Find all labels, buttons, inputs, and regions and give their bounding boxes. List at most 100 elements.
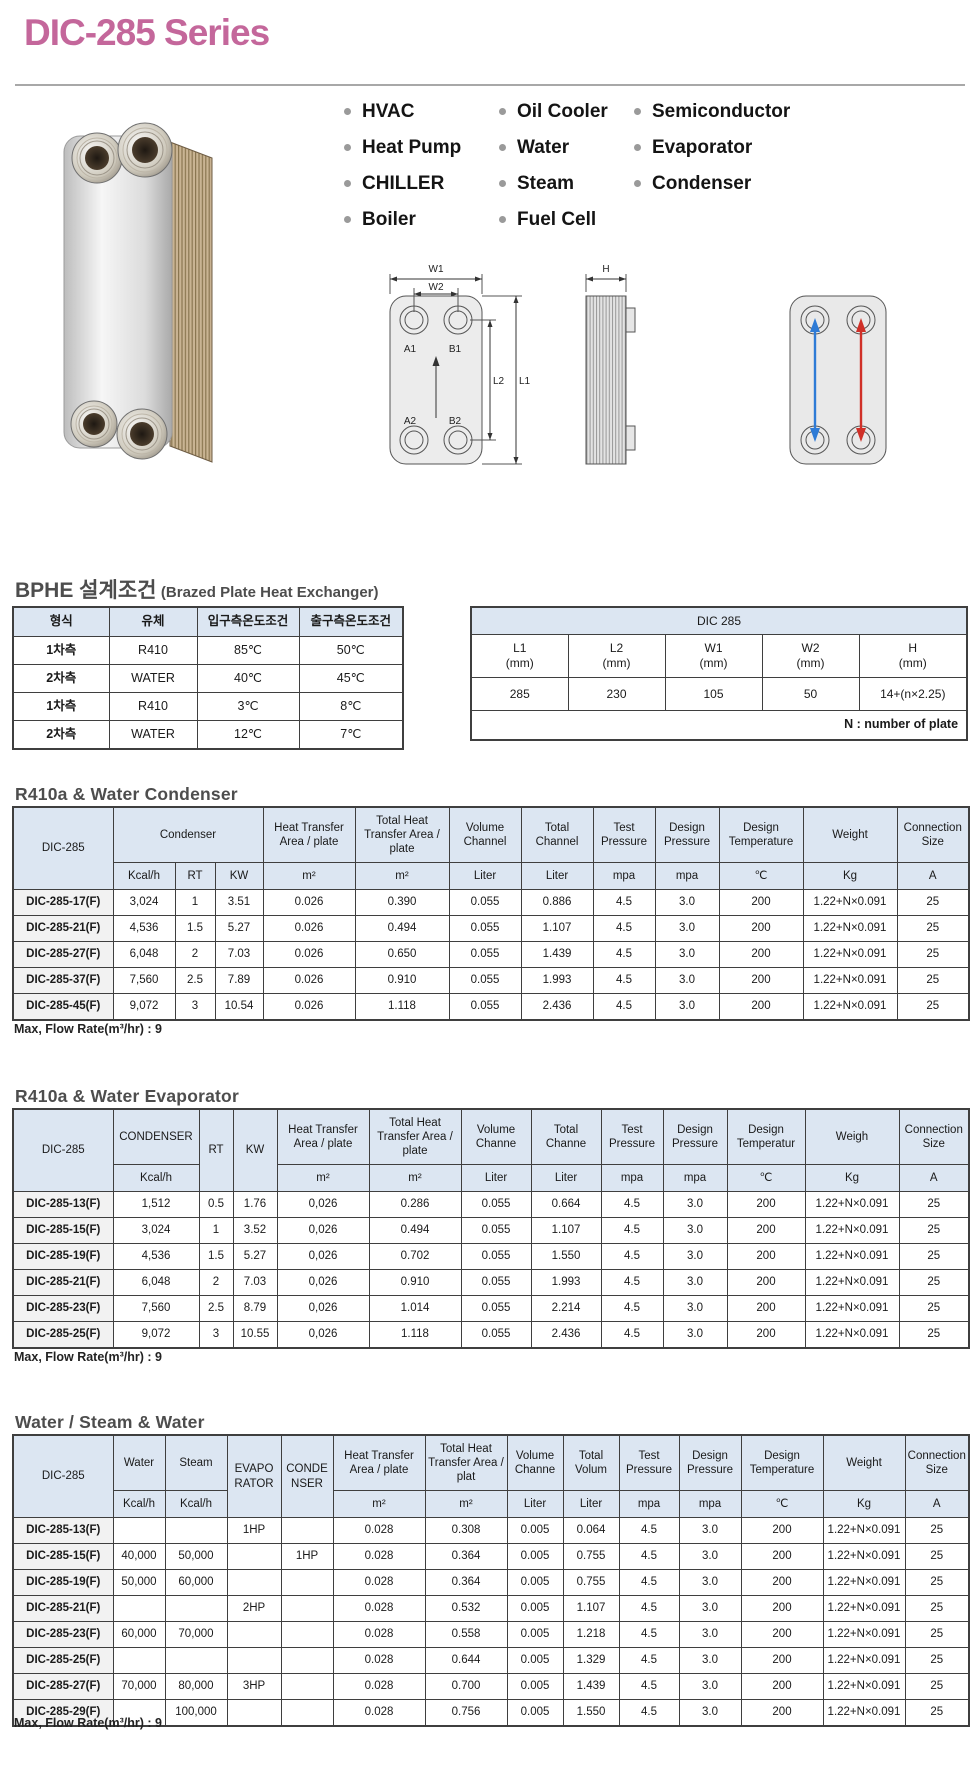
data-cell: 25: [896, 915, 970, 942]
table-row: DIC-285-29(F) 100,000 0.028 0.756 0.005 1.550…: [12, 1699, 970, 1727]
bullet-icon: [634, 144, 641, 151]
header-cell: KW: [214, 862, 264, 890]
table-row: DIC-285-17(F) 3,024 1 3.51 0.026 0.390 0.055 0.…: [12, 889, 970, 916]
data-cell: 85℃: [196, 636, 300, 665]
header-cell: Total Channel: [520, 806, 594, 863]
data-cell: 1.107: [530, 1217, 602, 1244]
data-cell: 3.0: [662, 1321, 728, 1349]
application-label: Evaporator: [652, 136, 753, 158]
data-cell: 4.5: [592, 993, 656, 1021]
data-cell: 0.664: [530, 1191, 602, 1218]
row-header-cell: DIC-285-27(F): [12, 941, 114, 968]
header-cell: Heat Transfer Area / plate: [276, 1108, 370, 1165]
header-cell: Liter: [448, 862, 522, 890]
condenser-spec-table: DIC-285 Condenser Heat Transfer Area / pla…: [12, 806, 970, 1021]
water-steam-spec-table: DIC-285 Water Steam EVAPO RATOR CONDE NSER He…: [12, 1434, 970, 1727]
data-cell: 10.55: [232, 1321, 278, 1349]
data-cell: 14+(n×2.25): [858, 677, 968, 711]
data-cell: 3.0: [678, 1595, 742, 1622]
data-cell: 1.107: [520, 915, 594, 942]
page-title: DIC-285 Series: [24, 12, 270, 53]
dim-label-l1: L1: [519, 376, 531, 387]
header-row: 형식 유체 입구측온도조건 출구측온도조건: [12, 606, 404, 637]
header-cell: H (mm): [858, 634, 968, 678]
data-cell: 3.0: [678, 1673, 742, 1700]
dimensions-table: DIC 285 L1 (mm) L2 (mm) W1 (mm) W2 (mm) H (mm) 285 2…: [470, 606, 969, 741]
header-cell: Kcal/h: [112, 1164, 200, 1192]
data-cell: 0.055: [448, 941, 522, 968]
evaporator-max-flow-note: Max, Flow Rate(m³/hr) : 9: [14, 1350, 162, 1364]
data-cell: 25: [904, 1699, 970, 1727]
port-bottom-left: [70, 400, 118, 448]
data-cell: 1.218: [562, 1621, 620, 1648]
row-header-cell: DIC-285-21(F): [12, 915, 114, 942]
header-cell: m²: [332, 1490, 426, 1518]
header-cell: Liter: [460, 1164, 532, 1192]
data-cell: 0.005: [506, 1621, 564, 1648]
row-header-cell: DIC-285-13(F): [12, 1517, 114, 1544]
data-cell: 200: [740, 1621, 824, 1648]
table-row: DIC-285-13(F) 1HP 0.028 0.308 0.005 0.064 4.5 3…: [12, 1517, 970, 1544]
data-cell: 4.5: [600, 1217, 664, 1244]
applications-column-3: Semiconductor Evaporator Condenser: [634, 100, 809, 244]
bullet-icon: [634, 180, 641, 187]
data-cell: 25: [898, 1217, 970, 1244]
data-cell: 200: [740, 1569, 824, 1596]
data-cell: 1.439: [562, 1673, 620, 1700]
data-cell: 1.22+N×0.091: [802, 941, 898, 968]
header-cell: A: [898, 1164, 970, 1192]
data-cell: 4.5: [600, 1269, 664, 1296]
data-cell: [280, 1647, 334, 1674]
data-cell: [112, 1647, 166, 1674]
header-cell: DIC-285: [12, 806, 114, 890]
data-cell: R410: [108, 692, 198, 721]
data-cell: 1.22+N×0.091: [822, 1699, 906, 1727]
data-cell: 0.026: [262, 941, 356, 968]
application-label: Boiler: [362, 208, 416, 230]
data-cell: 3℃: [196, 692, 300, 721]
data-cell: 0.755: [562, 1543, 620, 1570]
data-cell: 0.532: [424, 1595, 508, 1622]
bphe-section-title: BPHE 설계조건 (Brazed Plate Heat Exchanger): [15, 574, 379, 604]
data-cell: 1.329: [562, 1647, 620, 1674]
data-cell: 200: [740, 1543, 824, 1570]
table-row: DIC-285-13(F) 1,512 0.5 1.76 0,026 0.286 0.055…: [12, 1191, 970, 1218]
application-label: Semiconductor: [652, 100, 791, 122]
header-cell: CONDE NSER: [280, 1434, 334, 1518]
row-header-cell: DIC-285-45(F): [12, 993, 114, 1021]
application-label: Heat Pump: [362, 136, 462, 158]
header-cell: KW: [232, 1108, 278, 1192]
data-cell: 40,000: [112, 1543, 166, 1570]
table-row: DIC-285-25(F) 9,072 3 10.55 0,026 1.118 0.055 2…: [12, 1321, 970, 1349]
data-cell: 3.0: [678, 1699, 742, 1727]
header-cell: Total Heat Transfer Area / plate: [368, 1108, 462, 1165]
data-cell: 1.5: [198, 1243, 234, 1270]
data-cell: 4.5: [600, 1321, 664, 1349]
data-cell: 0,026: [276, 1191, 370, 1218]
row-header-cell: DIC-285-19(F): [12, 1243, 114, 1270]
header-cell: m²: [368, 1164, 462, 1192]
bullet-icon: [344, 108, 351, 115]
data-cell: 0.005: [506, 1673, 564, 1700]
port-label-b2: B2: [449, 416, 462, 427]
header-cell: Heat Transfer Area / plate: [332, 1434, 426, 1491]
data-cell: 0.308: [424, 1517, 508, 1544]
header-cell: CONDENSER: [112, 1108, 200, 1165]
header-cell: Design Temperature: [740, 1434, 824, 1491]
data-cell: 3.0: [654, 889, 720, 916]
evaporator-spec-table: DIC-285 CONDENSER RT KW Heat Transfer Area /…: [12, 1108, 970, 1349]
data-cell: 200: [718, 993, 804, 1021]
application-item: Condenser: [634, 172, 809, 195]
cold-flow-arrow: [810, 318, 820, 442]
bullet-icon: [344, 180, 351, 187]
data-cell: 4.5: [592, 941, 656, 968]
data-cell: 3.51: [214, 889, 264, 916]
data-cell: [226, 1569, 282, 1596]
header-cell: ℃: [718, 862, 804, 890]
data-cell: 3: [198, 1321, 234, 1349]
data-cell: 1.118: [368, 1321, 462, 1349]
data-cell: 2.436: [520, 993, 594, 1021]
data-cell: 1.22+N×0.091: [802, 915, 898, 942]
data-cell: 2.436: [530, 1321, 602, 1349]
note-row: N : number of plate: [470, 710, 968, 741]
